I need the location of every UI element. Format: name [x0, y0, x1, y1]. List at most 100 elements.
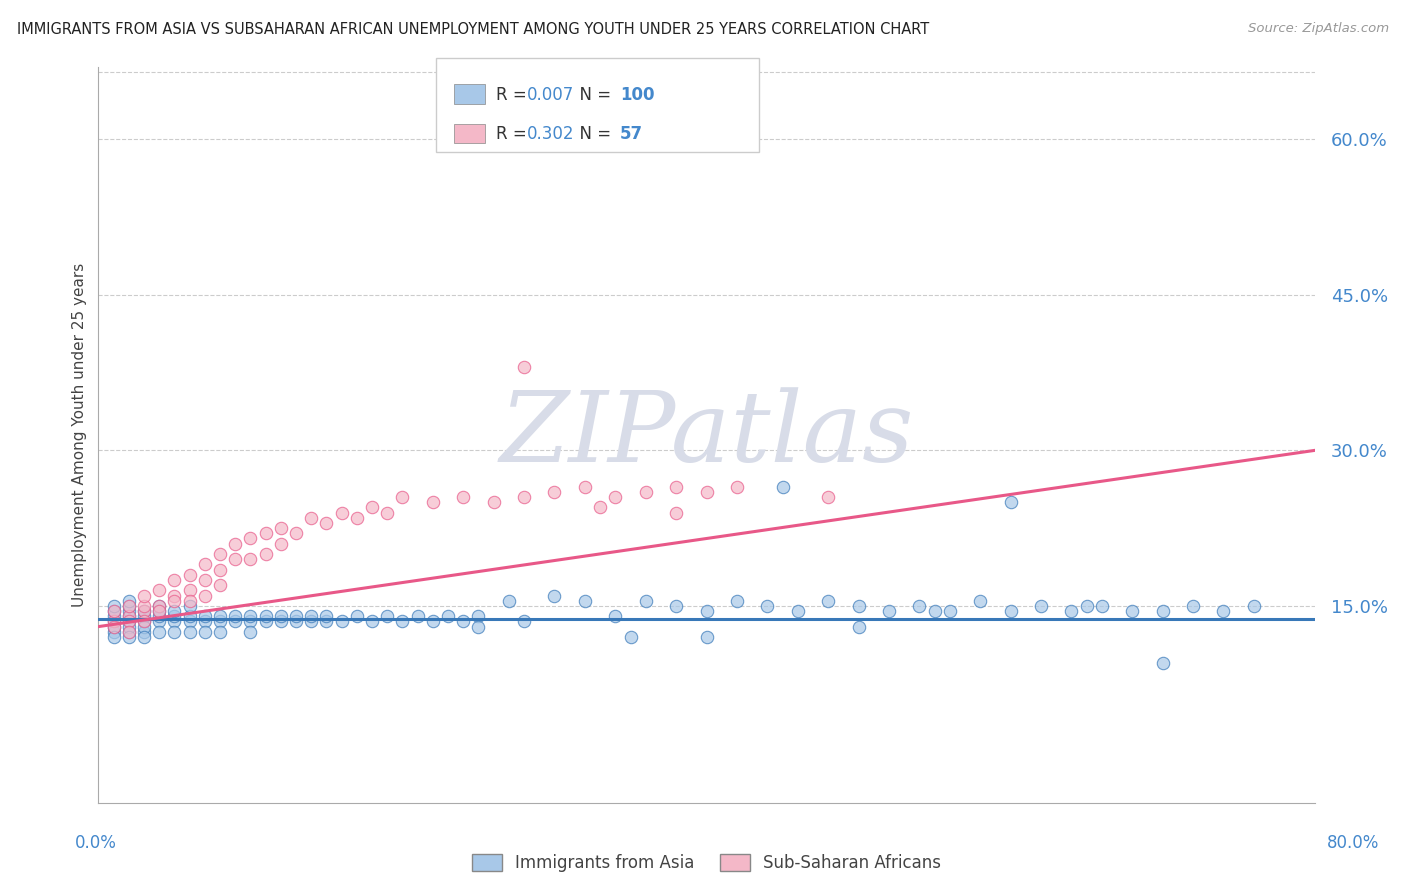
Text: IMMIGRANTS FROM ASIA VS SUBSAHARAN AFRICAN UNEMPLOYMENT AMONG YOUTH UNDER 25 YEA: IMMIGRANTS FROM ASIA VS SUBSAHARAN AFRIC…	[17, 22, 929, 37]
Legend: Immigrants from Asia, Sub-Saharan Africans: Immigrants from Asia, Sub-Saharan Africa…	[465, 847, 948, 880]
Point	[1000, 604, 1022, 618]
Point	[605, 609, 627, 624]
Point	[224, 537, 246, 551]
Text: R =: R =	[496, 126, 533, 144]
Point	[132, 589, 155, 603]
Point	[132, 604, 155, 618]
Text: R =: R =	[496, 86, 533, 103]
Point	[543, 484, 565, 499]
Point	[103, 619, 125, 633]
Point	[163, 624, 186, 639]
Point	[574, 480, 596, 494]
Point	[665, 506, 688, 520]
Point	[270, 537, 292, 551]
Point	[224, 615, 246, 629]
Point	[375, 609, 398, 624]
Point	[103, 604, 125, 618]
Point	[422, 495, 444, 509]
Point	[209, 624, 232, 639]
Point	[118, 624, 141, 639]
Point	[406, 609, 429, 624]
Point	[163, 609, 186, 624]
Point	[163, 589, 186, 603]
Point	[1212, 604, 1234, 618]
Point	[239, 615, 262, 629]
Point	[1091, 599, 1114, 613]
Point	[467, 609, 489, 624]
Point	[163, 615, 186, 629]
Point	[1060, 604, 1083, 618]
Point	[163, 573, 186, 587]
Point	[132, 630, 155, 644]
Point	[209, 615, 232, 629]
Point	[132, 624, 155, 639]
Text: 57: 57	[620, 126, 643, 144]
Point	[315, 516, 337, 530]
Point	[453, 615, 475, 629]
Point	[391, 615, 413, 629]
Point	[163, 593, 186, 607]
Point	[118, 593, 141, 607]
Point	[270, 521, 292, 535]
Point	[756, 599, 779, 613]
Point	[346, 609, 368, 624]
Point	[969, 593, 991, 607]
Point	[696, 484, 718, 499]
Point	[254, 615, 277, 629]
Point	[908, 599, 931, 613]
Text: 0.0%: 0.0%	[75, 834, 117, 852]
Point	[132, 609, 155, 624]
Text: 100: 100	[620, 86, 655, 103]
Point	[118, 609, 141, 624]
Point	[1243, 599, 1265, 613]
Point	[285, 609, 308, 624]
Point	[194, 624, 217, 639]
Point	[696, 604, 718, 618]
Point	[118, 624, 141, 639]
Text: ZIPatlas: ZIPatlas	[499, 387, 914, 483]
Point	[103, 630, 125, 644]
Point	[848, 619, 870, 633]
Text: 0.302: 0.302	[527, 126, 575, 144]
Text: N =: N =	[569, 126, 617, 144]
Point	[346, 510, 368, 524]
Point	[194, 573, 217, 587]
Point	[1029, 599, 1052, 613]
Point	[254, 609, 277, 624]
Point	[179, 615, 201, 629]
Point	[209, 547, 232, 561]
Point	[148, 599, 170, 613]
Point	[361, 615, 384, 629]
Point	[270, 609, 292, 624]
Point	[634, 593, 657, 607]
Point	[179, 624, 201, 639]
Text: 0.007: 0.007	[527, 86, 575, 103]
Point	[118, 599, 141, 613]
Text: 80.0%: 80.0%	[1326, 834, 1379, 852]
Point	[589, 500, 612, 515]
Point	[498, 593, 520, 607]
Point	[437, 609, 460, 624]
Point	[148, 609, 170, 624]
Point	[543, 589, 565, 603]
Point	[330, 615, 353, 629]
Point	[772, 480, 794, 494]
Point	[148, 615, 170, 629]
Point	[224, 609, 246, 624]
Point	[315, 615, 337, 629]
Point	[453, 490, 475, 504]
Point	[148, 624, 170, 639]
Point	[118, 619, 141, 633]
Point	[315, 609, 337, 624]
Point	[786, 604, 808, 618]
Point	[179, 567, 201, 582]
Point	[224, 552, 246, 566]
Point	[132, 615, 155, 629]
Y-axis label: Unemployment Among Youth under 25 years: Unemployment Among Youth under 25 years	[72, 263, 87, 607]
Point	[239, 624, 262, 639]
Point	[132, 619, 155, 633]
Point	[209, 563, 232, 577]
Point	[118, 609, 141, 624]
Point	[725, 593, 748, 607]
Point	[513, 490, 536, 504]
